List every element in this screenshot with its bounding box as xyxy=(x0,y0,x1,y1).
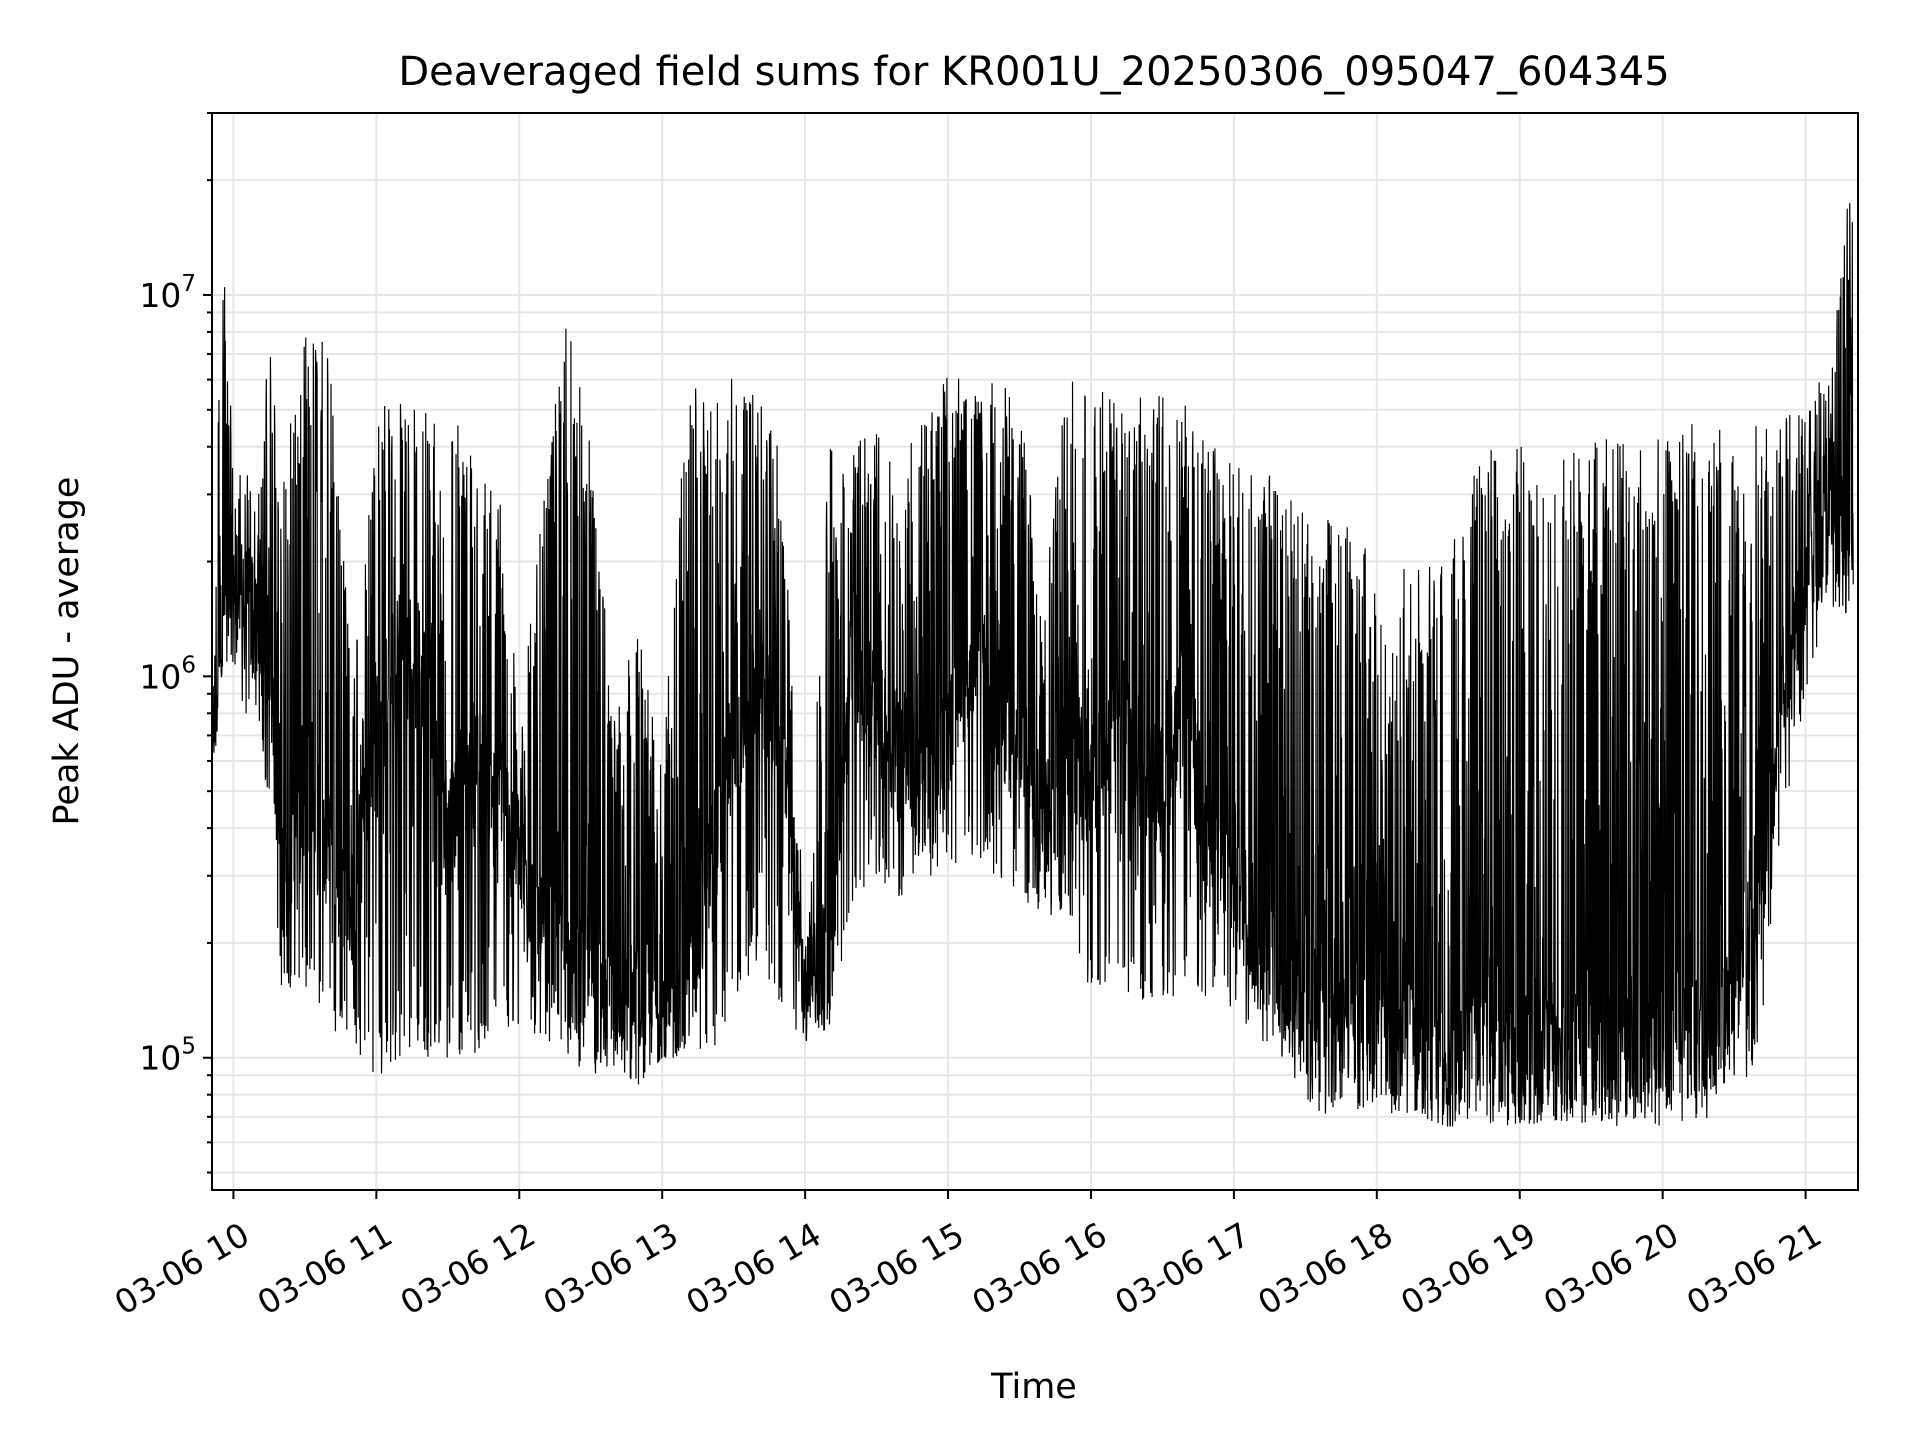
x-tick-label: 03-06 21 xyxy=(1680,1215,1828,1323)
series-layer xyxy=(211,203,1854,1127)
x-tick-label: 03-06 10 xyxy=(108,1215,256,1323)
x-tick-label: 03-06 20 xyxy=(1537,1215,1685,1323)
x-axis-label: Time xyxy=(990,1367,1077,1407)
chart-title: Deaveraged field sums for KR001U_2025030… xyxy=(398,49,1669,95)
y-axis-label: Peak ADU - average xyxy=(47,477,87,826)
x-tick-label: 03-06 15 xyxy=(822,1215,970,1323)
y-tick-label: 105 xyxy=(139,1034,196,1078)
series-line xyxy=(211,203,1854,1127)
x-tick-label: 03-06 13 xyxy=(537,1215,685,1323)
x-tick-label: 03-06 14 xyxy=(680,1215,828,1323)
y-tick-label: 107 xyxy=(139,271,196,315)
y-tick-label: 106 xyxy=(139,652,196,696)
x-tick-label: 03-06 17 xyxy=(1108,1215,1256,1323)
x-tick-label: 03-06 11 xyxy=(251,1215,399,1323)
y-axis: 105 106 107 xyxy=(139,112,212,1174)
x-tick-label: 03-06 12 xyxy=(394,1215,542,1323)
plot-area xyxy=(211,112,1859,1191)
x-tick-label: 03-06 19 xyxy=(1394,1215,1542,1323)
x-tick-label: 03-06 18 xyxy=(1251,1215,1399,1323)
x-tick-label: 03-06 16 xyxy=(965,1215,1113,1323)
